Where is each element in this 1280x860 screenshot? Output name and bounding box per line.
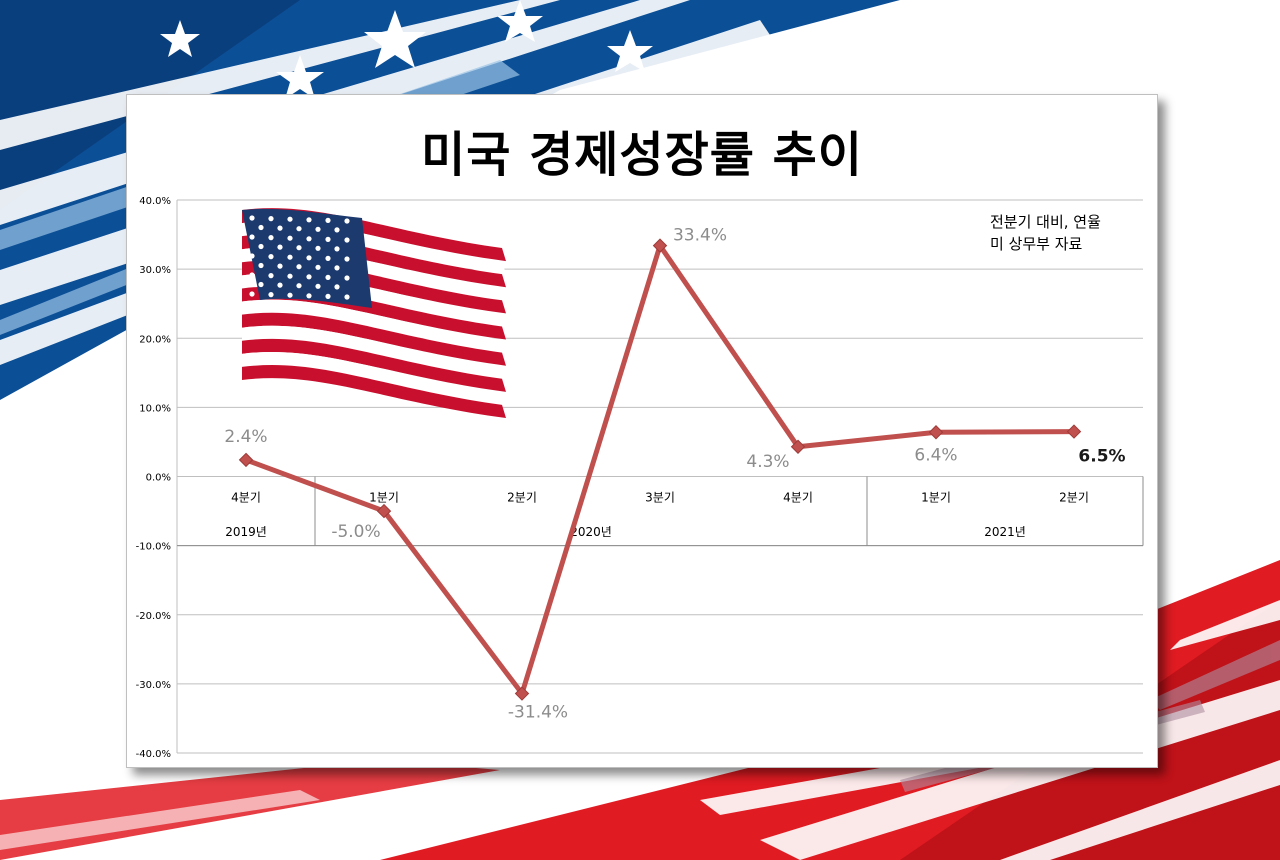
chart-title: 미국 경제성장률 추이 — [421, 127, 863, 183]
y-tick-label: 20.0% — [139, 334, 171, 345]
x-category-label: 3분기 — [645, 490, 675, 504]
y-tick-label: -20.0% — [136, 611, 171, 622]
x-category-label: 2분기 — [1059, 490, 1089, 504]
data-value-label: 4.3% — [746, 452, 789, 472]
data-value-label: 33.4% — [673, 226, 727, 246]
x-category-label: 1분기 — [369, 490, 399, 504]
y-tick-label: 40.0% — [139, 196, 171, 207]
data-point-marker — [238, 452, 254, 468]
waving-us-flag-icon — [242, 208, 506, 418]
data-point-marker — [376, 503, 392, 519]
y-tick-label: -30.0% — [136, 680, 171, 691]
y-tick-label: 0.0% — [146, 473, 171, 484]
x-category-label: 2분기 — [507, 490, 537, 504]
chart-note-basis: 전분기 대비, 연율 — [990, 213, 1101, 231]
x-group-label: 2019년 — [225, 525, 267, 539]
y-tick-label: -40.0% — [136, 749, 171, 760]
data-value-label: -5.0% — [331, 522, 380, 542]
x-group-label: 2021년 — [984, 525, 1026, 539]
data-value-label: 6.4% — [914, 445, 957, 465]
x-category-label: 4분기 — [231, 490, 261, 504]
x-group-label: 2020년 — [570, 525, 612, 539]
data-value-label: 6.5% — [1078, 447, 1125, 467]
data-point-marker — [1066, 424, 1082, 439]
data-point-marker — [790, 439, 806, 454]
y-tick-label: -10.0% — [136, 542, 171, 553]
chart-note-source: 미 상무부 자료 — [990, 235, 1083, 253]
x-category-label: 1분기 — [921, 490, 951, 504]
y-tick-label: 30.0% — [139, 265, 171, 276]
y-tick-label: 10.0% — [139, 403, 171, 414]
data-point-marker — [652, 238, 668, 253]
data-value-label: -31.4% — [508, 703, 568, 723]
chart-panel: 4분기 1분기 2분기 3분기 4분기 1분기 2분기 2019년 2020년 2021년 40.… — [126, 94, 1158, 768]
x-category-label: 4분기 — [783, 490, 813, 504]
line-chart: 4분기 1분기 2분기 3분기 4분기 1분기 2분기 2019년 2020년 2021년 40.… — [136, 196, 1144, 760]
data-point-marker — [514, 686, 530, 701]
data-point-marker — [928, 425, 944, 440]
data-value-label: 2.4% — [224, 427, 267, 447]
